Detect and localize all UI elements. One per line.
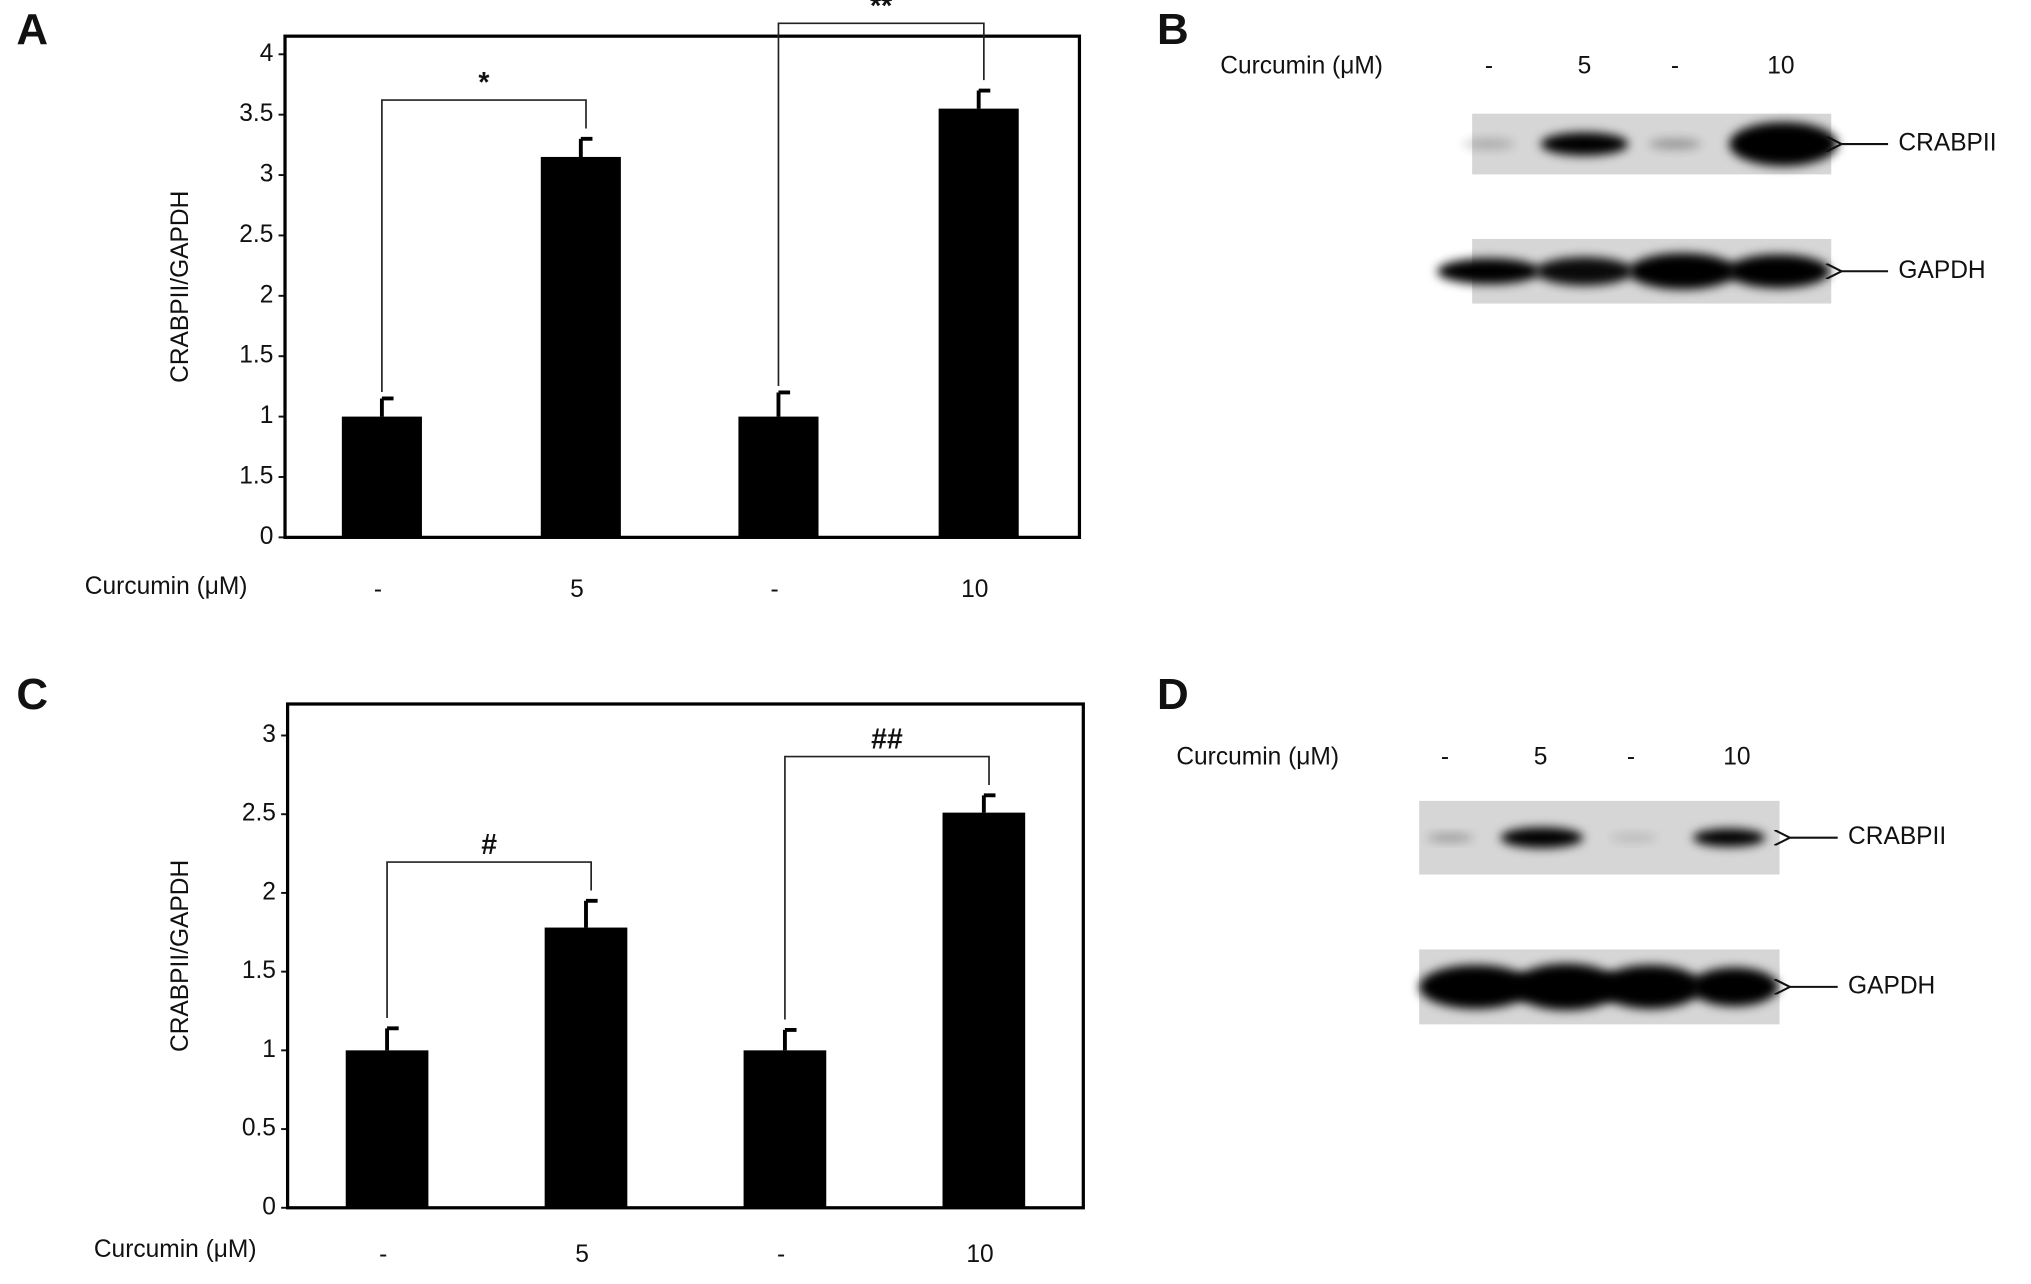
- x-tick-label: -: [379, 1241, 387, 1268]
- significance-bracket: [381, 99, 587, 393]
- blot-band: [1610, 833, 1657, 842]
- y-tick-label: 1.5: [239, 342, 273, 369]
- y-tick-label: 3: [262, 721, 276, 748]
- error-bar: [584, 898, 598, 928]
- error-bar: [976, 88, 991, 109]
- blot-band: [1426, 833, 1474, 842]
- y-tick-label: 0.5: [242, 1115, 276, 1142]
- lane-label: 10: [1723, 744, 1750, 771]
- y-tick-label: 1.5: [242, 957, 276, 984]
- error-bar: [981, 793, 996, 813]
- bar: [942, 812, 1026, 1208]
- blot-band: [1463, 138, 1515, 150]
- bar: [341, 416, 422, 538]
- y-tick-label: 2: [260, 281, 274, 308]
- y-axis-label: CRABPII/GAPDH: [167, 860, 194, 1052]
- x-tick-label: 10: [961, 576, 988, 603]
- lane-label: -: [1441, 744, 1449, 771]
- error-bar: [379, 396, 394, 417]
- y-tick-label: 0: [262, 1193, 276, 1220]
- blot-band: [1540, 132, 1629, 156]
- y-tick-label: 1: [260, 402, 274, 429]
- blot-band: [1729, 122, 1838, 166]
- band-label: GAPDH: [1898, 257, 1985, 284]
- plot-frame: [285, 702, 1085, 1210]
- lane-label: 5: [1534, 744, 1548, 771]
- x-tick-label: 5: [575, 1241, 589, 1268]
- blot-band: [1512, 963, 1621, 1011]
- panel-label: C: [16, 670, 48, 719]
- y-axis-label: CRABPII/GAPDH: [167, 191, 194, 383]
- lane-label: -: [1627, 744, 1635, 771]
- x-tick-label: -: [777, 1241, 785, 1268]
- plot-frame: [283, 34, 1082, 539]
- blot-band: [1500, 827, 1584, 849]
- bar: [345, 1050, 429, 1208]
- y-tick-label: 3.5: [239, 100, 273, 127]
- significance-bracket: [386, 861, 592, 1018]
- x-tick-label: 5: [570, 576, 584, 603]
- panel-label: A: [16, 5, 48, 54]
- blot-band: [1726, 254, 1830, 289]
- y-tick-label: 2.5: [242, 800, 276, 827]
- significance-label: **: [870, 0, 893, 22]
- bar: [738, 416, 819, 538]
- y-tick-label: 2: [262, 878, 276, 905]
- lane-label: -: [1671, 53, 1679, 80]
- x-tick-label: 10: [966, 1241, 993, 1268]
- bar: [938, 108, 1019, 538]
- y-tick-label: 3: [260, 161, 274, 188]
- error-bar: [578, 136, 593, 157]
- lane-label: -: [1485, 53, 1493, 80]
- blot-axis-label: Curcumin (μM): [1220, 53, 1383, 80]
- y-tick-label: 4: [260, 40, 274, 67]
- band-label: GAPDH: [1848, 972, 1935, 999]
- panel-label: D: [1157, 670, 1189, 719]
- y-tick-label: 2.5: [239, 221, 273, 248]
- lane-label: 5: [1578, 53, 1592, 80]
- blot-axis-label: Curcumin (μM): [1176, 744, 1339, 771]
- blot-band: [1419, 964, 1533, 1009]
- blot-band: [1437, 258, 1541, 285]
- bar: [544, 927, 628, 1208]
- significance-label: #: [481, 829, 497, 861]
- y-tick-label: 0: [260, 523, 274, 550]
- blot-band: [1598, 964, 1703, 1009]
- band-label: CRABPII: [1898, 130, 1996, 157]
- y-tick-label: 1.5: [239, 462, 273, 489]
- x-tick-label: -: [374, 576, 382, 603]
- error-bar: [782, 1027, 797, 1051]
- error-bar: [776, 390, 791, 417]
- y-tick-label: 1: [262, 1036, 276, 1063]
- significance-bracket: [784, 755, 990, 1020]
- blot-band: [1693, 828, 1766, 847]
- blot-band: [1628, 253, 1737, 290]
- bar: [540, 156, 621, 538]
- blot-band: [1690, 967, 1779, 1007]
- band-label: CRABPII: [1848, 823, 1946, 850]
- error-bar: [385, 1026, 399, 1051]
- lane-label: 10: [1767, 53, 1794, 80]
- significance-bracket: [777, 22, 985, 386]
- bar: [743, 1050, 827, 1208]
- significance-label: *: [478, 67, 490, 99]
- x-tick-label: -: [771, 576, 779, 603]
- panel-label: B: [1157, 5, 1189, 54]
- significance-label: ##: [871, 724, 903, 756]
- blot-band: [1535, 257, 1634, 286]
- blot-band: [1649, 138, 1701, 150]
- x-axis-label: Curcumin (μM): [85, 573, 248, 600]
- x-axis-label: Curcumin (μM): [94, 1236, 257, 1263]
